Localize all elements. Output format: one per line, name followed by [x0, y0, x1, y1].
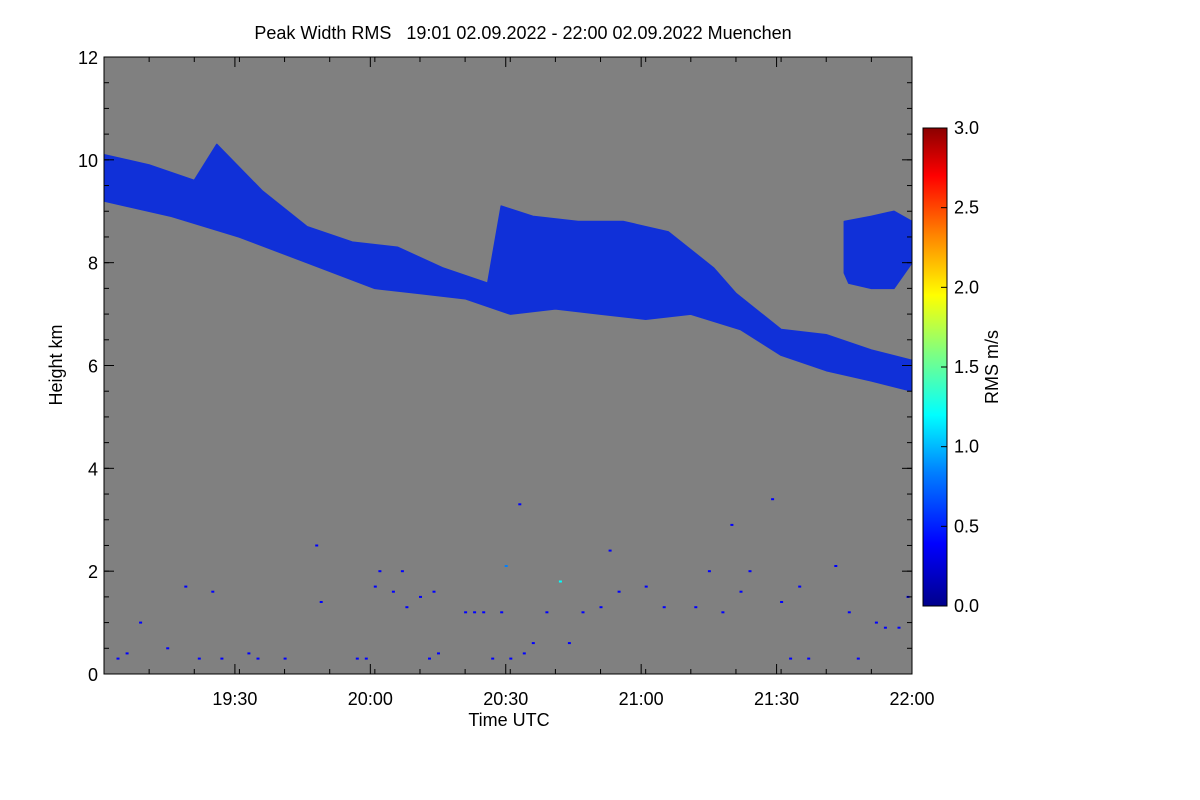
x-tick-label: 20:30 [483, 689, 528, 709]
chart-title: Peak Width RMS 19:01 02.09.2022 - 22:00 … [254, 23, 791, 43]
echo-point [558, 580, 562, 583]
echo-point [730, 523, 734, 526]
echo-point [518, 503, 522, 506]
echo-point [608, 549, 612, 552]
echo-point [545, 611, 549, 614]
y-tick-label: 6 [88, 357, 98, 377]
x-tick-label: 19:30 [212, 689, 257, 709]
echo-point [373, 585, 377, 588]
echo-point [391, 590, 395, 593]
echo-point [491, 657, 495, 660]
y-tick-label: 0 [88, 665, 98, 685]
echo-point [748, 570, 752, 573]
echo-point [428, 657, 431, 660]
y-tick-label: 8 [88, 254, 98, 274]
y-tick-label: 4 [88, 459, 98, 479]
sparse-echo-layer [116, 498, 910, 660]
echo-point [694, 606, 698, 609]
echo-point [739, 590, 743, 593]
x-tick-label: 21:00 [619, 689, 664, 709]
echo-point [522, 652, 526, 655]
y-tick-label: 12 [78, 48, 98, 68]
x-tick-label: 21:30 [754, 689, 799, 709]
cloud-layer [843, 210, 912, 290]
colorbar-label: RMS m/s [982, 330, 1002, 404]
echo-point [355, 657, 359, 660]
echo-point [473, 611, 477, 614]
echo-point [798, 585, 802, 588]
echo-point [789, 657, 793, 660]
echo-point [432, 590, 436, 593]
echo-point [897, 626, 901, 629]
y-tick-label: 10 [78, 151, 98, 171]
echo-point [315, 544, 319, 547]
echo-point [364, 657, 368, 660]
echo-point [184, 585, 188, 588]
echo-point [662, 606, 666, 609]
echo-point [464, 611, 468, 614]
echo-point [116, 657, 120, 660]
echo-point [567, 642, 571, 645]
echo-point [482, 611, 486, 614]
echo-point [599, 606, 603, 609]
x-tick-label: 20:00 [348, 689, 393, 709]
echo-point [707, 570, 711, 573]
echo-point [531, 642, 535, 645]
echo-point [617, 590, 621, 593]
echo-point [319, 601, 323, 603]
colorbar-tick-label: 2.5 [954, 198, 979, 218]
echo-point [644, 585, 648, 588]
echo-point [807, 657, 811, 660]
echo-point [139, 621, 143, 624]
echo-point [220, 657, 224, 660]
echo-point [283, 657, 287, 660]
echo-point [721, 611, 725, 614]
echo-point [771, 498, 775, 501]
colorbar-tick-label: 1.5 [954, 357, 979, 377]
echo-point [419, 595, 422, 598]
echo-point [883, 626, 887, 629]
echo-point [437, 652, 440, 655]
colorbar-axis: 0.0 0.5 1.0 1.5 2.0 2.5 3.0 [941, 118, 979, 616]
y-tick-label: 2 [88, 562, 98, 582]
echo-point [125, 652, 129, 655]
echo-point [509, 657, 513, 660]
echo-point [400, 570, 404, 573]
echo-point [500, 611, 504, 614]
y-axis: 0 2 4 6 8 10 12 [78, 48, 912, 685]
x-axis: 19:30 20:00 20:30 21:00 21:30 22:00 [103, 57, 935, 709]
echo-point [856, 657, 860, 660]
colorbar-tick-label: 1.0 [954, 437, 979, 457]
x-axis-label: Time UTC [468, 710, 549, 730]
colorbar-tick-label: 0.0 [954, 596, 979, 616]
cloud-layer [104, 143, 912, 392]
colorbar-tick-label: 0.5 [954, 516, 979, 536]
echo-point [581, 611, 585, 614]
echo-point [405, 606, 409, 609]
echo-point [504, 565, 508, 567]
echo-point [256, 657, 260, 660]
echo-point [197, 657, 201, 660]
echo-point [247, 652, 251, 655]
echo-point [834, 565, 838, 567]
colorbar-tick-label: 3.0 [954, 118, 979, 138]
plot-background [104, 57, 912, 674]
echo-point [847, 611, 851, 614]
echo-point [780, 601, 784, 603]
echo-point [166, 647, 170, 650]
echo-point [378, 570, 382, 573]
x-tick-label: 22:00 [889, 689, 934, 709]
y-axis-label: Height km [46, 324, 66, 405]
echo-layer [104, 143, 912, 392]
echo-point [211, 590, 215, 593]
echo-point [874, 621, 878, 624]
colorbar-tick-label: 2.0 [954, 277, 979, 297]
